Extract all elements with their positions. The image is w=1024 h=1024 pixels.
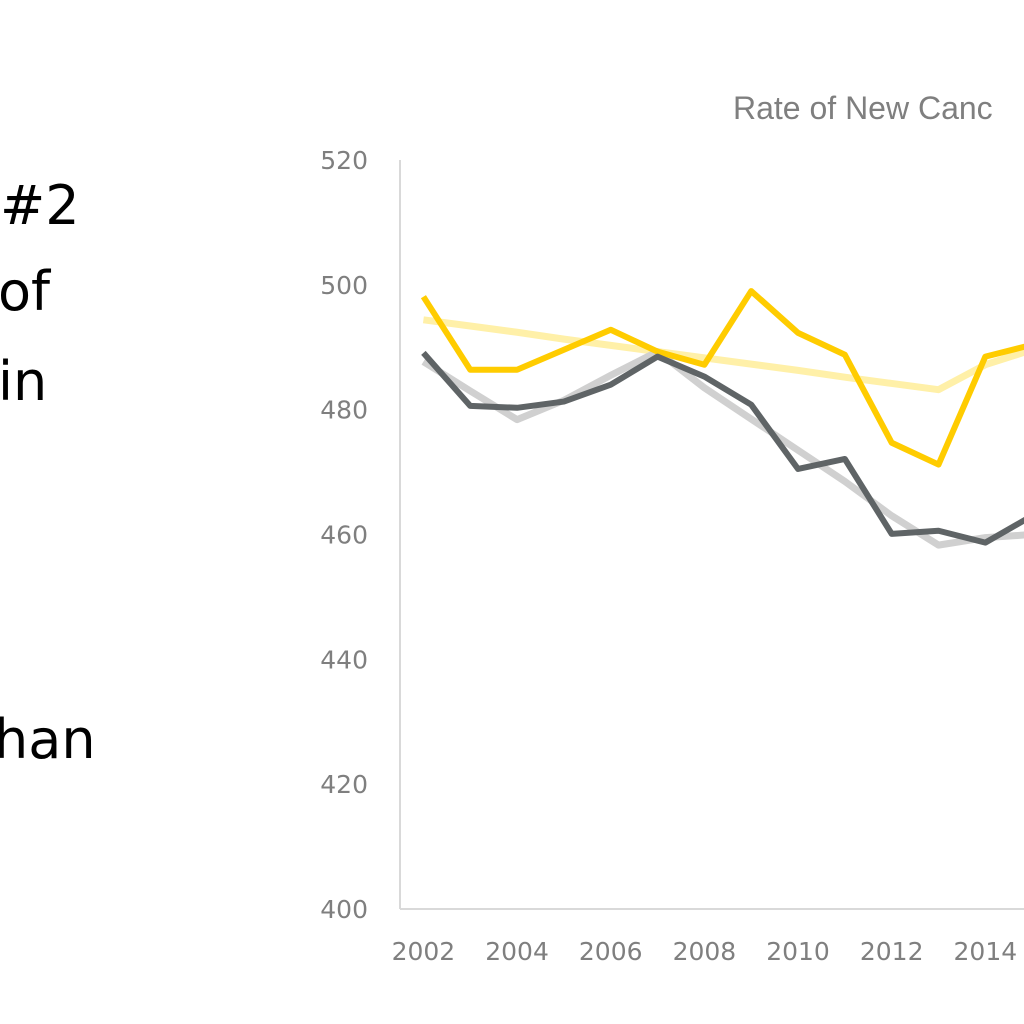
x-tick-label: 2004 [485, 937, 549, 966]
x-tick-label: 2010 [766, 937, 830, 966]
x-tick-label: 2002 [392, 937, 456, 966]
slide-text: #2 [0, 174, 80, 237]
y-tick-label: 440 [320, 645, 368, 674]
series-line [421, 350, 1024, 546]
slide-text: in [0, 350, 47, 413]
x-tick-label: 2006 [579, 937, 643, 966]
y-tick-label: 520 [320, 146, 368, 175]
slide-text: han [0, 708, 96, 771]
y-tick-label: 400 [320, 895, 368, 924]
x-tick-label: 2014 [954, 937, 1018, 966]
y-tick-label: 420 [320, 770, 368, 799]
x-tick-label: 2008 [673, 937, 737, 966]
series-line [420, 288, 1024, 468]
slide-text: of [0, 260, 52, 323]
x-tick-label: 2012 [860, 937, 924, 966]
series-line [422, 316, 1024, 394]
y-tick-label: 460 [320, 521, 368, 550]
series-line [421, 348, 1024, 549]
y-tick-label: 500 [320, 271, 368, 300]
chart-title: Rate of New Canc [733, 90, 993, 126]
y-tick-label: 480 [320, 396, 368, 425]
